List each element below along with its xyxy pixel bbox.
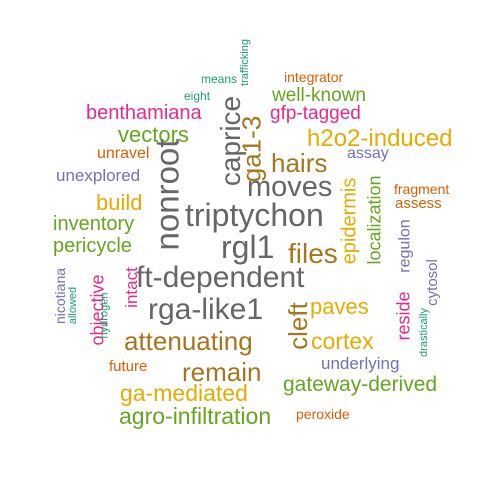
word-epidermis: epidermis [338, 177, 361, 265]
word-underlying: underlying [321, 354, 400, 373]
word-cortex: cortex [311, 328, 374, 354]
word-ft-dependent: ft-dependent [136, 261, 305, 294]
word-trafficking: trafficking [238, 39, 251, 86]
word-peroxide: peroxide [296, 406, 350, 422]
word-ga-mediated: ga-mediated [120, 380, 248, 406]
word-reside: reside [393, 291, 414, 341]
word-benthamiana: benthamiana [86, 102, 202, 124]
word-localization: localization [364, 175, 385, 265]
word-unravel: unravel [97, 145, 150, 162]
word-eight: eight [184, 89, 211, 103]
word-hairs: hairs [271, 148, 328, 178]
word-h2o2-induced: h2o2-induced [307, 125, 453, 152]
word-rgl1: rgl1 [221, 229, 275, 265]
word-moves: moves [247, 171, 333, 203]
word-cleft: cleft [282, 302, 313, 350]
word-rga-like1: rga-like1 [148, 293, 264, 326]
word-attenuating: attenuating [124, 326, 253, 356]
word-drastically: drastically [417, 308, 430, 357]
word-future: future [109, 358, 148, 375]
word-pericycle: pericycle [53, 235, 132, 257]
word-well-known: well-known [272, 85, 366, 106]
word-gateway-derived: gateway-derived [283, 373, 438, 396]
word-cytosol: cytosol [423, 259, 441, 306]
word-gfp-tagged: gfp-tagged [270, 103, 361, 124]
word-paves: paves [310, 294, 369, 319]
word-nicotiana: nicotiana [52, 267, 69, 325]
word-files: files [288, 238, 338, 269]
word-hydrogen: hydrogen [98, 292, 111, 339]
word-unexplored: unexplored [56, 166, 141, 185]
word-regulon: regulon [396, 219, 414, 273]
word-allowed: allowed [67, 286, 80, 325]
word-triptychon: triptychon [185, 197, 324, 233]
word-means: means [201, 72, 238, 86]
word-assess: assess [395, 195, 442, 212]
word-fragment: fragment [394, 181, 450, 197]
word-integrator: integrator [284, 69, 344, 85]
word-build: build [96, 190, 143, 215]
word-nonroot: nonroot [148, 138, 186, 251]
word-inventory: inventory [53, 213, 135, 235]
word-vectors: vectors [118, 122, 189, 147]
word-agro-infiltration: agro-infiltration [119, 403, 272, 429]
word-remain: remain [182, 357, 262, 387]
word-assay: assay [347, 145, 389, 162]
